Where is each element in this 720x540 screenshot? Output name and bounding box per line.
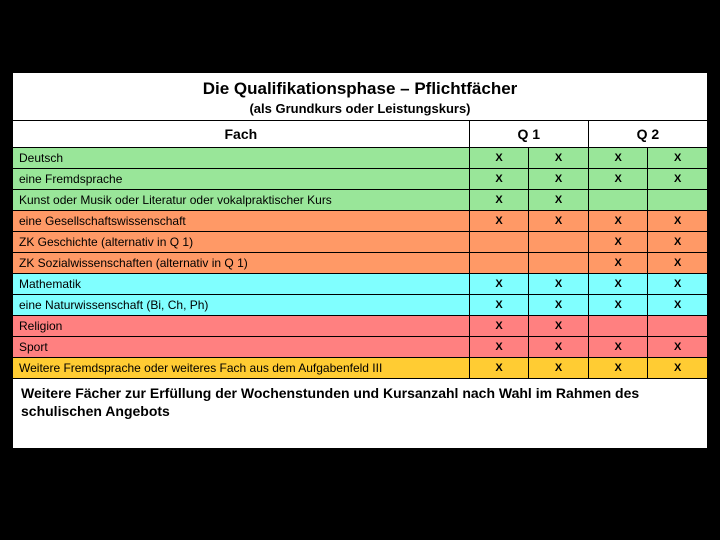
table-row: ReligionXX: [13, 316, 708, 337]
mark-cell: [648, 190, 708, 211]
mark-cell: [529, 253, 589, 274]
table-row: eine GesellschaftswissenschaftXXXX: [13, 211, 708, 232]
subject-label: eine Gesellschaftswissenschaft: [13, 211, 470, 232]
header-q2: Q 2: [588, 121, 707, 148]
mark-cell: X: [529, 148, 589, 169]
table-row: MathematikXXXX: [13, 274, 708, 295]
mark-cell: X: [529, 211, 589, 232]
qualification-table-container: Die Qualifikationsphase – Pflichtfächer …: [10, 70, 710, 451]
mark-cell: X: [648, 337, 708, 358]
table-row: eine Naturwissenschaft (Bi, Ch, Ph)XXXX: [13, 295, 708, 316]
mark-cell: X: [529, 169, 589, 190]
mark-cell: X: [588, 295, 648, 316]
subject-label: Mathematik: [13, 274, 470, 295]
mark-cell: [529, 232, 589, 253]
mark-cell: [648, 316, 708, 337]
subject-label: ZK Geschichte (alternativ in Q 1): [13, 232, 470, 253]
mark-cell: X: [648, 253, 708, 274]
subject-label: eine Fremdsprache: [13, 169, 470, 190]
mark-cell: [469, 253, 529, 274]
footer-row: Weitere Fächer zur Erfüllung der Wochens…: [13, 379, 708, 449]
mark-cell: X: [588, 232, 648, 253]
mark-cell: X: [529, 274, 589, 295]
subject-label: Weitere Fremdsprache oder weiteres Fach …: [13, 358, 470, 379]
subject-label: Kunst oder Musik oder Literatur oder vok…: [13, 190, 470, 211]
mark-cell: X: [469, 295, 529, 316]
subtitle-row: (als Grundkurs oder Leistungskurs): [13, 101, 708, 121]
mark-cell: X: [469, 316, 529, 337]
mark-cell: X: [529, 358, 589, 379]
mark-cell: X: [469, 274, 529, 295]
mark-cell: X: [469, 358, 529, 379]
mark-cell: X: [469, 211, 529, 232]
mark-cell: X: [529, 337, 589, 358]
table-row: eine FremdspracheXXXX: [13, 169, 708, 190]
table-row: ZK Geschichte (alternativ in Q 1) XX: [13, 232, 708, 253]
mark-cell: X: [469, 337, 529, 358]
mark-cell: X: [648, 295, 708, 316]
mark-cell: X: [588, 358, 648, 379]
subject-label: Religion: [13, 316, 470, 337]
header-q1: Q 1: [469, 121, 588, 148]
mark-cell: X: [588, 169, 648, 190]
table-subtitle: (als Grundkurs oder Leistungskurs): [13, 101, 708, 121]
title-row: Die Qualifikationsphase – Pflichtfächer: [13, 73, 708, 102]
qualification-table: Die Qualifikationsphase – Pflichtfächer …: [12, 72, 708, 449]
mark-cell: X: [648, 148, 708, 169]
mark-cell: X: [469, 169, 529, 190]
header-fach: Fach: [13, 121, 470, 148]
subject-label: Sport: [13, 337, 470, 358]
subject-label: Deutsch: [13, 148, 470, 169]
mark-cell: X: [588, 211, 648, 232]
mark-cell: X: [648, 358, 708, 379]
subject-label: eine Naturwissenschaft (Bi, Ch, Ph): [13, 295, 470, 316]
subject-label: ZK Sozialwissenschaften (alternativ in Q…: [13, 253, 470, 274]
mark-cell: X: [588, 274, 648, 295]
table-title: Die Qualifikationsphase – Pflichtfächer: [13, 73, 708, 102]
table-row: SportXXXX: [13, 337, 708, 358]
mark-cell: X: [469, 148, 529, 169]
mark-cell: X: [588, 148, 648, 169]
table-row: Weitere Fremdsprache oder weiteres Fach …: [13, 358, 708, 379]
mark-cell: [588, 190, 648, 211]
mark-cell: [469, 232, 529, 253]
footer-text: Weitere Fächer zur Erfüllung der Wochens…: [13, 379, 708, 449]
mark-cell: X: [648, 211, 708, 232]
table-row: Kunst oder Musik oder Literatur oder vok…: [13, 190, 708, 211]
table-row: DeutschXXXX: [13, 148, 708, 169]
header-row: Fach Q 1 Q 2: [13, 121, 708, 148]
mark-cell: X: [529, 190, 589, 211]
mark-cell: X: [588, 253, 648, 274]
mark-cell: [588, 316, 648, 337]
mark-cell: X: [648, 169, 708, 190]
table-row: ZK Sozialwissenschaften (alternativ in Q…: [13, 253, 708, 274]
mark-cell: X: [469, 190, 529, 211]
mark-cell: X: [648, 232, 708, 253]
mark-cell: X: [529, 295, 589, 316]
mark-cell: X: [529, 316, 589, 337]
mark-cell: X: [648, 274, 708, 295]
mark-cell: X: [588, 337, 648, 358]
